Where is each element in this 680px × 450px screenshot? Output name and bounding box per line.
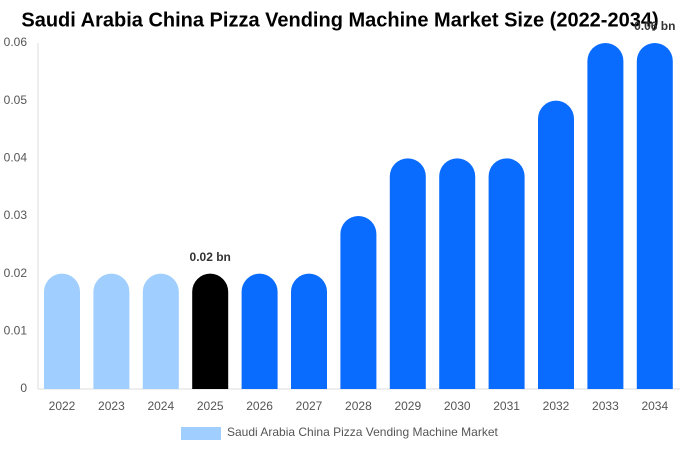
x-tick-label: 2024	[147, 399, 174, 413]
bar	[93, 273, 130, 389]
data-label: 0.02 bn	[190, 250, 231, 264]
y-tick-label: 0	[20, 381, 27, 395]
y-tick-label: 0.01	[4, 324, 28, 338]
y-tick-label: 0.04	[4, 151, 28, 165]
bar	[192, 273, 229, 389]
chart-title: Saudi Arabia China Pizza Vending Machine…	[21, 9, 658, 31]
y-tick-label: 0.06	[4, 35, 28, 49]
data-label: 0.06 bn	[634, 19, 675, 33]
x-tick-label: 2030	[444, 399, 471, 413]
x-tick-label: 2028	[345, 399, 372, 413]
bar	[389, 158, 426, 389]
x-tick-label: 2027	[296, 399, 323, 413]
x-tick-label: 2031	[493, 399, 520, 413]
x-tick-label: 2022	[49, 399, 76, 413]
bar	[44, 273, 80, 389]
bar	[241, 273, 278, 389]
x-tick-label: 2026	[246, 399, 273, 413]
bar	[538, 100, 574, 389]
bar	[636, 43, 673, 389]
x-tick-label: 2029	[394, 399, 421, 413]
bar	[439, 158, 476, 389]
legend-label: Saudi Arabia China Pizza Vending Machine…	[227, 425, 498, 439]
y-tick-label: 0.05	[4, 93, 28, 107]
x-tick-label: 2023	[98, 399, 125, 413]
bar	[142, 273, 179, 389]
bar	[340, 216, 377, 389]
x-tick-label: 2034	[641, 399, 668, 413]
x-tick-label: 2025	[197, 399, 224, 413]
y-tick-label: 0.03	[4, 208, 28, 222]
x-tick-label: 2032	[543, 399, 570, 413]
bar	[488, 158, 525, 389]
bar	[587, 43, 624, 389]
x-tick-label: 2033	[592, 399, 619, 413]
y-tick-label: 0.02	[4, 266, 28, 280]
legend-swatch	[181, 427, 221, 440]
bar	[291, 273, 327, 389]
